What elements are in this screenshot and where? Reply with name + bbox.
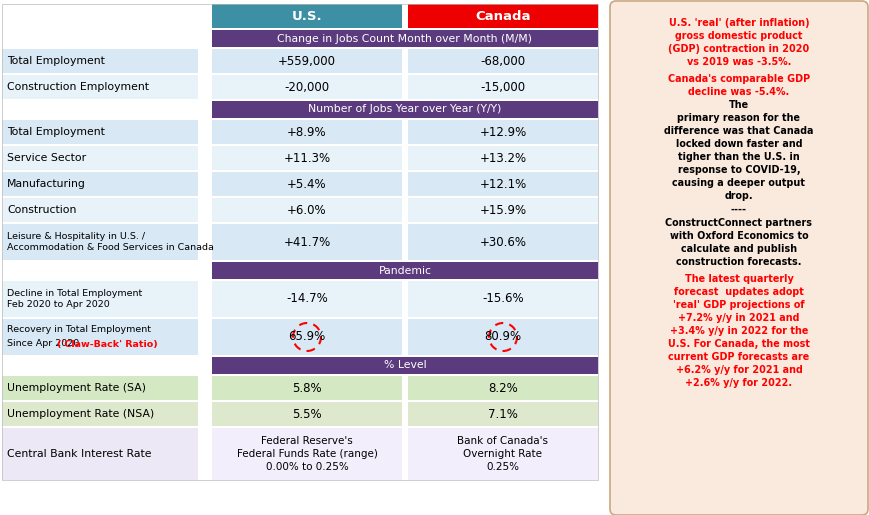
Bar bbox=[2, 49, 198, 73]
Text: -15,000: -15,000 bbox=[480, 80, 525, 94]
Bar bbox=[408, 4, 597, 28]
Text: +5.4%: +5.4% bbox=[287, 178, 327, 191]
Text: Service Sector: Service Sector bbox=[7, 153, 86, 163]
Text: +8.9%: +8.9% bbox=[287, 126, 327, 139]
Text: ('Claw-Back' Ratio): ('Claw-Back' Ratio) bbox=[57, 339, 157, 349]
Text: Pandemic: Pandemic bbox=[378, 266, 431, 276]
Text: The latest quarterly
forecast  updates adopt
'real' GDP projections of
+7.2% y/y: The latest quarterly forecast updates ad… bbox=[667, 274, 809, 388]
Text: +30.6%: +30.6% bbox=[479, 235, 526, 249]
Bar bbox=[212, 224, 401, 260]
Bar bbox=[2, 4, 597, 480]
Text: 5.8%: 5.8% bbox=[292, 382, 322, 394]
Text: Number of Jobs Year over Year (Y/Y): Number of Jobs Year over Year (Y/Y) bbox=[308, 105, 501, 114]
Bar bbox=[212, 281, 401, 317]
Text: U.S. 'real' (after inflation)
gross domestic product
(GDP) contraction in 2020
v: U.S. 'real' (after inflation) gross dome… bbox=[667, 18, 809, 67]
Text: Canada: Canada bbox=[474, 9, 530, 23]
Text: +13.2%: +13.2% bbox=[479, 151, 526, 164]
Text: Canada's comparable GDP
decline was -5.4%.: Canada's comparable GDP decline was -5.4… bbox=[667, 74, 809, 97]
Bar bbox=[212, 49, 401, 73]
Text: Unemployment Rate (SA): Unemployment Rate (SA) bbox=[7, 383, 146, 393]
Text: Bank of Canada's
Overnight Rate
0.25%: Bank of Canada's Overnight Rate 0.25% bbox=[457, 436, 547, 472]
Bar bbox=[212, 262, 597, 279]
Bar bbox=[212, 376, 401, 400]
Bar bbox=[408, 75, 597, 99]
Bar bbox=[408, 402, 597, 426]
Text: -20,000: -20,000 bbox=[284, 80, 329, 94]
Bar bbox=[212, 30, 597, 47]
Text: ConstructConnect partners
with Oxford Economics to
calculate and publish
constru: ConstructConnect partners with Oxford Ec… bbox=[665, 218, 812, 267]
Text: +41.7%: +41.7% bbox=[283, 235, 330, 249]
Text: 80.9%: 80.9% bbox=[484, 331, 521, 344]
Text: Federal Reserve's
Federal Funds Rate (range)
0.00% to 0.25%: Federal Reserve's Federal Funds Rate (ra… bbox=[236, 436, 377, 472]
Text: Construction Employment: Construction Employment bbox=[7, 82, 149, 92]
Text: Since Apr 2020: Since Apr 2020 bbox=[7, 339, 83, 349]
Text: +12.9%: +12.9% bbox=[479, 126, 526, 139]
Bar bbox=[2, 319, 198, 355]
Text: +11.3%: +11.3% bbox=[283, 151, 330, 164]
Bar bbox=[212, 101, 597, 118]
Text: Manufacturing: Manufacturing bbox=[7, 179, 86, 189]
Text: The
primary reason for the
difference was that Canada
locked down faster and
tig: The primary reason for the difference wa… bbox=[664, 100, 813, 201]
Text: -15.6%: -15.6% bbox=[481, 293, 523, 305]
Text: U.S.: U.S. bbox=[291, 9, 322, 23]
Bar bbox=[2, 146, 198, 170]
Bar bbox=[408, 198, 597, 222]
Text: Leisure & Hospitality in U.S. /
Accommodation & Food Services in Canada: Leisure & Hospitality in U.S. / Accommod… bbox=[7, 232, 214, 252]
Bar bbox=[2, 281, 198, 317]
Text: Unemployment Rate (NSA): Unemployment Rate (NSA) bbox=[7, 409, 154, 419]
Text: -14.7%: -14.7% bbox=[286, 293, 328, 305]
Text: Central Bank Interest Rate: Central Bank Interest Rate bbox=[7, 449, 151, 459]
Text: 65.9%: 65.9% bbox=[288, 331, 325, 344]
Text: Construction: Construction bbox=[7, 205, 76, 215]
Bar bbox=[212, 357, 597, 374]
Text: Recovery in Total Employment: Recovery in Total Employment bbox=[7, 325, 151, 335]
Bar bbox=[2, 402, 198, 426]
Bar bbox=[2, 172, 198, 196]
Bar bbox=[212, 172, 401, 196]
Bar bbox=[2, 120, 198, 144]
Bar bbox=[408, 376, 597, 400]
Bar bbox=[2, 75, 198, 99]
Bar bbox=[212, 428, 401, 480]
Bar bbox=[408, 120, 597, 144]
Bar bbox=[212, 120, 401, 144]
Bar bbox=[408, 146, 597, 170]
Text: -68,000: -68,000 bbox=[480, 55, 525, 67]
Bar bbox=[212, 198, 401, 222]
Text: +559,000: +559,000 bbox=[278, 55, 335, 67]
Bar bbox=[212, 75, 401, 99]
Text: +12.1%: +12.1% bbox=[479, 178, 526, 191]
Text: Change in Jobs Count Month over Month (M/M): Change in Jobs Count Month over Month (M… bbox=[277, 33, 532, 43]
FancyBboxPatch shape bbox=[609, 1, 867, 515]
Bar bbox=[212, 146, 401, 170]
Text: 8.2%: 8.2% bbox=[488, 382, 517, 394]
Text: 5.5%: 5.5% bbox=[292, 407, 322, 421]
Bar bbox=[212, 319, 401, 355]
Text: Total Employment: Total Employment bbox=[7, 127, 105, 137]
Bar bbox=[408, 49, 597, 73]
Bar bbox=[408, 224, 597, 260]
Text: ----: ---- bbox=[730, 205, 746, 215]
Bar bbox=[2, 224, 198, 260]
Bar bbox=[2, 376, 198, 400]
Text: % Level: % Level bbox=[383, 360, 426, 370]
Text: Decline in Total Employment
Feb 2020 to Apr 2020: Decline in Total Employment Feb 2020 to … bbox=[7, 289, 143, 309]
Bar bbox=[408, 428, 597, 480]
Bar bbox=[408, 172, 597, 196]
Text: +6.0%: +6.0% bbox=[287, 203, 327, 216]
Text: Total Employment: Total Employment bbox=[7, 56, 105, 66]
Bar bbox=[212, 402, 401, 426]
Bar bbox=[408, 281, 597, 317]
Text: 7.1%: 7.1% bbox=[488, 407, 517, 421]
Bar bbox=[2, 428, 198, 480]
Text: +15.9%: +15.9% bbox=[479, 203, 526, 216]
Bar bbox=[2, 198, 198, 222]
Bar bbox=[408, 319, 597, 355]
Bar bbox=[212, 4, 401, 28]
